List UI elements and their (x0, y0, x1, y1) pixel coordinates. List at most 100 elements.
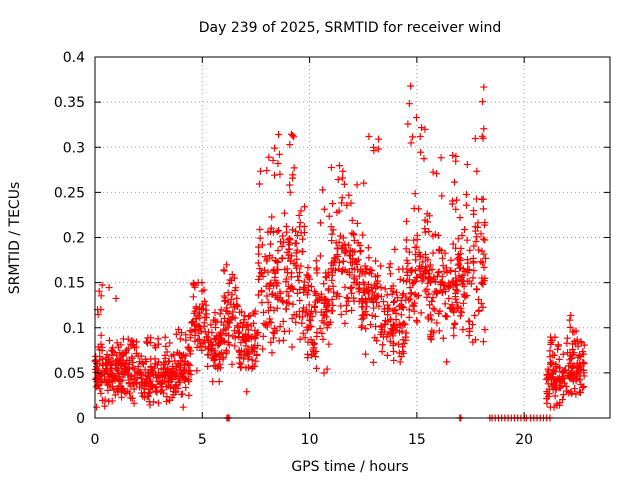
data-point (244, 326, 252, 334)
data-point (255, 243, 263, 251)
data-point (218, 331, 226, 339)
data-point (96, 352, 104, 360)
data-point (241, 336, 249, 344)
data-point (142, 382, 150, 390)
data-point (479, 280, 487, 288)
data-point (427, 311, 435, 319)
data-point (286, 257, 294, 265)
data-point (459, 271, 467, 279)
data-point (549, 373, 557, 381)
data-point (190, 281, 198, 289)
data-point (284, 269, 292, 277)
data-point (572, 390, 580, 398)
data-point (273, 257, 281, 265)
data-point (470, 242, 478, 250)
data-point (341, 283, 349, 291)
data-point (160, 360, 168, 368)
data-point (289, 300, 297, 308)
data-point (256, 265, 264, 273)
data-point (271, 292, 279, 300)
data-point (228, 291, 236, 299)
data-point (392, 288, 400, 296)
data-point (405, 100, 413, 108)
data-point (113, 374, 121, 382)
data-point (333, 290, 341, 298)
data-point (410, 307, 418, 315)
data-point (319, 186, 327, 194)
data-point (348, 216, 356, 224)
data-point (375, 135, 383, 143)
data-point (413, 316, 421, 324)
data-point (296, 335, 304, 343)
data-point (430, 273, 438, 281)
data-point (184, 369, 192, 377)
data-point (438, 254, 446, 262)
data-point (211, 335, 219, 343)
data-point (325, 212, 333, 220)
data-point (435, 327, 443, 335)
data-point (254, 291, 262, 299)
y-tick-label: 0 (76, 411, 85, 427)
data-point (264, 268, 272, 276)
data-point (371, 312, 379, 320)
data-point (429, 294, 437, 302)
data-point (318, 329, 326, 337)
data-point (163, 365, 171, 373)
data-point (399, 304, 407, 312)
data-point (329, 261, 337, 269)
data-point (357, 247, 365, 255)
data-point (359, 231, 367, 239)
data-point (259, 345, 267, 353)
data-point (105, 284, 113, 292)
data-point (296, 285, 304, 293)
data-point (576, 376, 584, 384)
data-point (324, 286, 332, 294)
data-point (418, 277, 426, 285)
data-point (257, 269, 265, 277)
data-point (396, 275, 404, 283)
data-point (286, 141, 294, 149)
data-point (577, 362, 585, 370)
data-point (221, 297, 229, 305)
data-point (240, 318, 248, 326)
data-point (377, 262, 385, 270)
data-point (134, 363, 142, 371)
data-point (379, 298, 387, 306)
data-point (357, 267, 365, 275)
data-point (265, 307, 273, 315)
data-point (263, 255, 271, 263)
x-axis-label: GPS time / hours (291, 459, 408, 475)
data-point (412, 274, 420, 282)
data-point (447, 266, 455, 274)
data-point (289, 171, 297, 179)
data-point (274, 258, 282, 266)
data-point (312, 364, 320, 372)
data-point (124, 387, 132, 395)
data-point (389, 287, 397, 295)
data-point (394, 294, 402, 302)
data-point (421, 125, 429, 133)
data-point (358, 303, 366, 311)
data-point (546, 347, 554, 355)
data-point (278, 255, 286, 263)
data-point (439, 262, 447, 270)
data-point (141, 388, 149, 396)
data-point (224, 339, 232, 347)
data-point (453, 287, 461, 295)
data-point (374, 272, 382, 280)
data-point (364, 244, 372, 252)
data-point (152, 374, 160, 382)
data-point (263, 167, 271, 175)
data-point (236, 359, 244, 367)
data-point (237, 363, 245, 371)
data-point (543, 395, 551, 403)
data-point (458, 309, 466, 317)
data-point (478, 98, 486, 106)
data-point (550, 403, 558, 411)
data-point (246, 312, 254, 320)
data-point (450, 324, 458, 332)
data-point (130, 399, 138, 407)
data-point (343, 201, 351, 209)
data-point (328, 295, 336, 303)
data-point (571, 385, 579, 393)
